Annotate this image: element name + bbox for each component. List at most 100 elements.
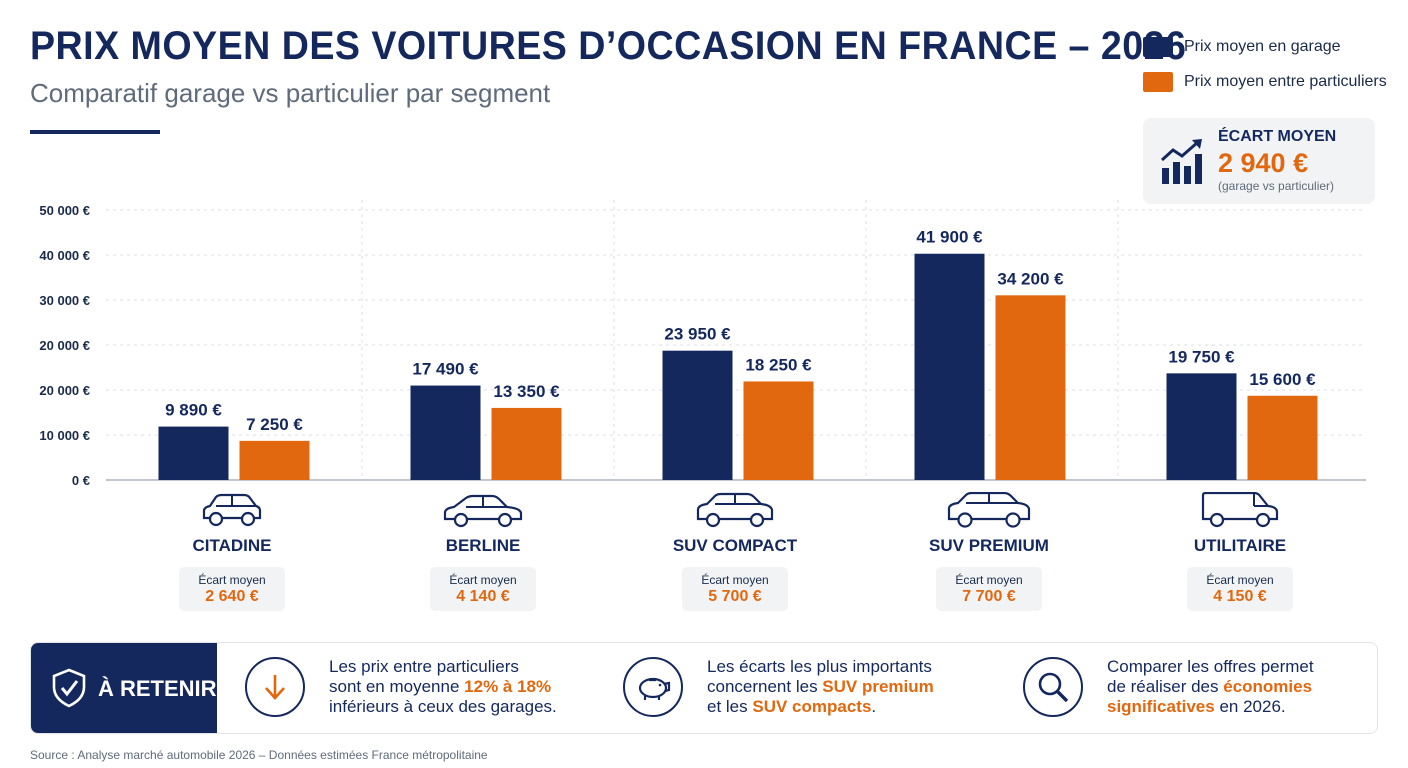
compact-suv-icon	[696, 492, 774, 528]
piggy-bank-icon	[638, 677, 671, 700]
legend-label-particulier: Prix moyen entre particuliers	[1184, 73, 1387, 90]
category-gap-label: Écart moyen	[955, 573, 1023, 587]
data-label-garage: 19 750 €	[1168, 347, 1235, 366]
page-title: PRIX MOYEN DES VOITURES D’OCCASION EN FR…	[30, 24, 1187, 68]
data-label-particulier: 34 200 €	[997, 269, 1064, 288]
key-takeaways-title: À RETENIR	[98, 676, 217, 701]
tip-line: concernent les SUV premium	[707, 677, 934, 697]
hatchback-car-icon	[202, 493, 262, 527]
bar-garage	[662, 350, 733, 480]
category-suv-premium: SUV PREMIUM Écart moyen 7 700 €	[899, 492, 1079, 611]
tip-line: inférieurs à ceux des garages.	[329, 697, 557, 716]
average-gap-note: (garage vs particulier)	[1218, 179, 1335, 193]
takeaway-text-biggest-gaps: Les écarts les plus importants concernen…	[707, 657, 934, 717]
data-label-particulier: 7 250 €	[246, 415, 303, 434]
tip-highlight: 12% à 18%	[464, 677, 552, 696]
legend-swatch-particulier	[1143, 72, 1173, 92]
bar-garage	[158, 426, 229, 480]
tip-text-part: sont en moyenne	[329, 677, 465, 696]
category-gap-value: 4 150 €	[1213, 588, 1267, 605]
average-gap-value: 2 940 €	[1218, 148, 1309, 178]
tip-highlight: significatives	[1107, 697, 1215, 716]
legend-item-garage: Prix moyen en garage	[1143, 36, 1387, 58]
tip-icon-circle	[1023, 657, 1083, 717]
y-tick-label: 10 000 €	[39, 428, 90, 443]
category-gap-label: Écart moyen	[701, 573, 769, 587]
key-takeaways-panel: À RETENIR Les prix entre particuliers so…	[30, 642, 1378, 734]
tip-line: Comparer les offres permet	[1107, 657, 1314, 676]
tip-line: sont en moyenne 12% à 18%	[329, 677, 557, 697]
tip-text-part: et les	[707, 697, 753, 716]
key-takeaways-header: À RETENIR	[31, 643, 217, 733]
tip-line: significatives en 2026.	[1107, 697, 1314, 717]
tip-icon-circle	[623, 657, 683, 717]
data-label-garage: 9 890 €	[165, 401, 222, 420]
y-tick-label: 0 €	[72, 473, 90, 488]
y-tick-label: 40 000 €	[39, 248, 90, 263]
data-label-garage: 41 900 €	[916, 228, 983, 247]
tip-icon-circle	[245, 657, 305, 717]
page-subtitle: Comparatif garage vs particulier par seg…	[30, 78, 551, 108]
bar-garage	[410, 385, 481, 480]
category-gap-label: Écart moyen	[198, 573, 266, 587]
y-tick-label: 20 000 €	[39, 338, 90, 353]
data-label-garage: 23 950 €	[664, 325, 731, 344]
category-name-suv-compact: SUV COMPACT	[672, 536, 798, 555]
data-label-particulier: 15 600 €	[1249, 370, 1316, 389]
title-underline	[30, 130, 160, 134]
legend-item-particulier: Prix moyen entre particuliers	[1143, 71, 1387, 93]
arrow-down-icon	[265, 675, 285, 700]
average-gap-card: ÉCART MOYEN 2 940 € (garage vs particuli…	[1143, 118, 1375, 204]
category-utilitaire: UTILITAIRE Écart moyen 4 150 €	[1150, 492, 1330, 611]
y-tick-label: 30 000 €	[39, 293, 90, 308]
bar-garage	[914, 253, 985, 480]
category-gap-label: Écart moyen	[1206, 573, 1274, 587]
average-gap-label: ÉCART MOYEN	[1218, 128, 1337, 145]
tip-line: de réaliser des économies	[1107, 677, 1314, 697]
y-tick-label: 20 000 €	[39, 383, 90, 398]
tip-text-part: de réaliser des	[1107, 677, 1224, 696]
category-berline: BERLINE Écart moyen 4 140 €	[393, 492, 573, 611]
source-note: Source : Analyse marché automobile 2026 …	[30, 748, 488, 762]
bar-particulier	[1247, 395, 1318, 480]
tip-line: Les écarts les plus importants	[707, 657, 932, 676]
tip-highlight: SUV premium	[822, 677, 934, 696]
tip-highlight: économies	[1223, 677, 1313, 696]
data-label-particulier: 13 350 €	[493, 382, 560, 401]
bar-garage	[1166, 373, 1237, 480]
category-name-citadine: CITADINE	[192, 536, 272, 555]
bar-particulier	[491, 407, 562, 480]
bar-particulier	[743, 381, 814, 480]
sedan-car-icon	[443, 494, 523, 528]
category-gap-value: 7 700 €	[962, 588, 1016, 605]
magnifier-icon	[1038, 672, 1069, 703]
category-gap-badge-utilitaire: Écart moyen 4 150 €	[1187, 567, 1293, 611]
category-name-berline: BERLINE	[445, 536, 521, 555]
y-tick-label: 50 000 €	[39, 203, 90, 218]
growth-chart-icon	[1160, 139, 1202, 184]
category-gap-badge-berline: Écart moyen 4 140 €	[430, 567, 536, 611]
data-label-particulier: 18 250 €	[745, 355, 812, 374]
legend-label-garage: Prix moyen en garage	[1184, 38, 1341, 55]
tip-text-part: en 2026.	[1214, 697, 1286, 716]
bar-particulier	[995, 295, 1066, 480]
takeaway-text-compare-offers: Comparer les offres permet de réaliser d…	[1107, 657, 1314, 717]
category-name-utilitaire: UTILITAIRE	[1193, 536, 1287, 555]
category-gap-value: 5 700 €	[708, 588, 762, 605]
tip-text-part: concernent les	[707, 677, 823, 696]
data-label-garage: 17 490 €	[412, 360, 479, 379]
category-name-suv-premium: SUV PREMIUM	[929, 536, 1049, 555]
tip-line: et les SUV compacts.	[707, 697, 934, 717]
category-citadine: CITADINE Écart moyen 2 640 €	[142, 492, 322, 611]
premium-suv-icon	[947, 492, 1031, 528]
chart-legend: Prix moyen en garage Prix moyen entre pa…	[1143, 36, 1387, 106]
category-gap-badge-suv-premium: Écart moyen 7 700 €	[936, 567, 1042, 611]
tip-text-part: .	[871, 697, 877, 716]
utility-van-icon	[1201, 492, 1279, 528]
tip-line: Les prix entre particuliers	[329, 657, 519, 676]
tip-highlight: SUV compacts	[752, 697, 872, 716]
legend-swatch-garage	[1143, 37, 1173, 57]
category-gap-value: 4 140 €	[456, 588, 510, 605]
shield-check-icon	[52, 668, 86, 708]
bar-chart: 0 € 10 000 € 20 000 € 20 000 € 30 000 € 40 00…	[39, 200, 1366, 488]
